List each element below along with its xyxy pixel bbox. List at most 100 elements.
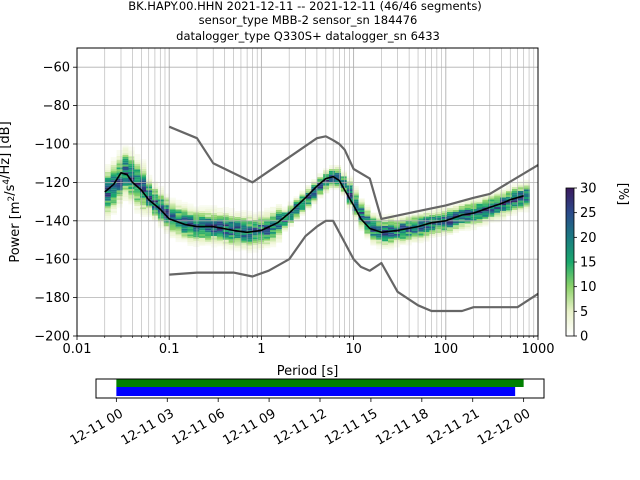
heatmap-cell xyxy=(134,192,141,195)
heatmap-cell xyxy=(199,241,206,244)
heatmap-cell xyxy=(452,209,460,212)
heatmap-cell xyxy=(393,233,401,236)
heatmap-cell xyxy=(122,191,129,194)
colorbar-tick-label: 0 xyxy=(580,330,588,345)
heatmap-cell xyxy=(110,197,117,200)
heatmap-cell xyxy=(311,183,318,185)
heatmap-cell xyxy=(435,215,442,218)
heatmap-cell xyxy=(317,177,324,180)
y-tick-label: −60 xyxy=(43,61,70,76)
heatmap-cell xyxy=(128,198,135,201)
heatmap-cell xyxy=(476,203,483,206)
heatmap-cell xyxy=(211,245,218,248)
heatmap-cell xyxy=(340,181,347,184)
heatmap-cell xyxy=(500,210,507,213)
heatmap-cell xyxy=(506,185,513,188)
heatmap-cell xyxy=(482,218,489,221)
heatmap-cell xyxy=(252,239,259,242)
timeline-tick-label: 12-11 09 xyxy=(221,406,279,448)
heatmap-cell xyxy=(270,237,277,240)
heatmap-cell xyxy=(104,198,111,201)
heatmap-cell xyxy=(246,239,253,242)
heatmap-cell xyxy=(222,216,229,219)
heatmap-cell xyxy=(441,226,448,229)
heatmap-cell xyxy=(146,190,153,193)
heatmap-cell xyxy=(388,213,395,216)
heatmap-cell xyxy=(122,170,129,173)
heatmap-cell xyxy=(411,225,418,227)
heatmap-cell xyxy=(199,222,206,225)
heatmap-cell xyxy=(423,210,430,213)
colorbar-tick-label: 5 xyxy=(580,305,588,320)
heatmap-cell xyxy=(134,157,141,160)
heatmap-cell xyxy=(234,218,241,221)
heatmap-cell xyxy=(323,189,330,192)
heatmap-cell xyxy=(334,172,342,175)
heatmap-cell xyxy=(293,215,300,218)
heatmap-cell xyxy=(140,189,147,192)
heatmap-cell xyxy=(264,221,271,224)
heatmap-cell xyxy=(110,170,117,173)
heatmap-cell xyxy=(506,202,513,205)
heatmap-cell xyxy=(193,237,200,240)
heatmap-cell xyxy=(311,194,318,197)
heatmap-cell xyxy=(488,216,495,219)
heatmap-cell xyxy=(293,211,300,214)
heatmap-cell xyxy=(399,242,406,245)
heatmap-cell xyxy=(175,203,182,206)
heatmap-cell xyxy=(157,199,165,202)
heatmap-cell xyxy=(482,220,489,223)
heatmap-cell xyxy=(240,221,247,224)
heatmap-cell xyxy=(488,197,495,200)
heatmap-cell xyxy=(122,160,129,163)
heatmap-cell xyxy=(346,185,353,188)
heatmap-cell xyxy=(110,185,117,188)
title-line-1: BK.HAPY.00.HHN 2021-12-11 -- 2021-12-11 … xyxy=(128,0,482,13)
heatmap-cell xyxy=(511,202,519,205)
heatmap-cell xyxy=(128,150,135,153)
heatmap-cell xyxy=(246,212,253,215)
heatmap-cell xyxy=(334,182,342,185)
heatmap-cell xyxy=(370,218,377,221)
heatmap-cell xyxy=(323,179,330,182)
y-tick-label: −200 xyxy=(34,330,70,345)
heatmap-cell xyxy=(370,212,377,215)
heatmap-cell xyxy=(157,197,165,200)
heatmap-cell xyxy=(163,222,170,225)
heatmap-cell xyxy=(140,199,147,202)
heatmap-cell xyxy=(187,232,194,235)
heatmap-cell xyxy=(252,246,259,249)
heatmap-cell xyxy=(423,214,430,217)
heatmap-cell xyxy=(228,227,235,230)
heatmap-cell xyxy=(500,191,507,194)
heatmap-cell xyxy=(222,230,229,232)
heatmap-cell xyxy=(270,210,277,213)
heatmap-cell xyxy=(116,201,123,204)
heatmap-cell xyxy=(128,185,135,187)
heatmap-cell xyxy=(411,217,418,220)
heatmap-cell xyxy=(281,227,288,230)
heatmap-cell xyxy=(234,220,241,223)
heatmap-cell xyxy=(205,243,212,246)
heatmap-cell xyxy=(329,172,336,175)
heatmap-cell xyxy=(134,173,141,176)
heatmap-cell xyxy=(116,176,123,179)
heatmap-cell xyxy=(199,220,206,223)
heatmap-cell xyxy=(500,193,507,196)
heatmap-cell xyxy=(405,214,412,217)
heatmap-cell xyxy=(157,222,165,225)
heatmap-cell xyxy=(140,186,147,189)
heatmap-cell xyxy=(423,231,430,234)
heatmap-cell xyxy=(452,207,460,210)
heatmap-cell xyxy=(216,234,224,237)
heatmap-cell xyxy=(104,217,111,220)
heatmap-cell xyxy=(222,237,229,240)
heatmap-cell xyxy=(252,225,259,228)
heatmap-cell xyxy=(382,229,389,232)
heatmap-cell xyxy=(211,243,218,246)
heatmap-cell xyxy=(482,213,489,215)
heatmap-cell xyxy=(199,237,206,240)
heatmap-cell xyxy=(399,221,406,224)
heatmap-cell xyxy=(517,185,524,188)
heatmap-cell xyxy=(234,214,241,217)
